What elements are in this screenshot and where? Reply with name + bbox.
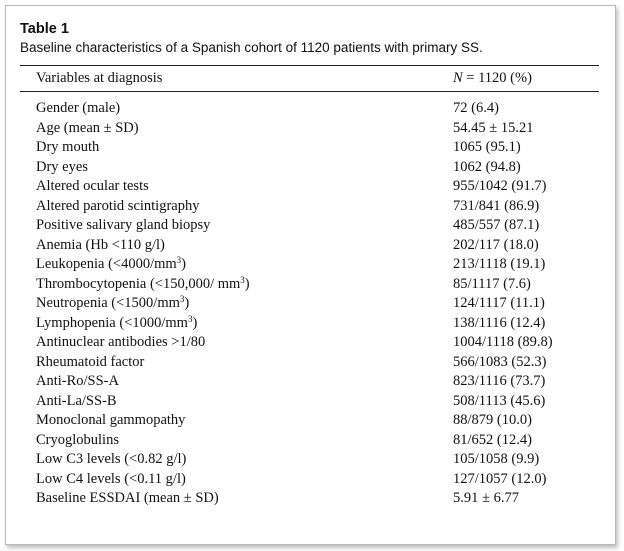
row-variable: Dry eyes [36,158,88,175]
table-frame: Table 1 Baseline characteristics of a Sp… [5,5,616,545]
row-value: 105/1058 (9.9) [453,451,540,467]
row-variable: Altered parotid scintigraphy [36,197,200,214]
table-row: Lymphopenia (<1000/mm3) 138/1116 (12.4) [20,314,599,334]
table-row: Rheumatoid factor 566/1083 (52.3) [20,353,599,373]
row-value: 124/1117 (11.1) [453,295,545,311]
row-variable: Anti-La/SS-B [36,392,117,409]
table-row: Anti-Ro/SS-A 823/1116 (73.7) [20,372,599,392]
table-row: Cryoglobulins 81/652 (12.4) [20,431,599,451]
row-value: 85/1117 (7.6) [453,275,531,292]
row-variable: Anti-Ro/SS-A [36,373,119,389]
row-variable: Altered ocular tests [36,178,149,194]
row-variable: Cryoglobulins [36,431,119,448]
row-value: 88/879 (10.0) [453,412,532,428]
table-row: Low C3 levels (<0.82 g/l) 105/1058 (9.9) [20,450,599,470]
header-rule [20,91,599,92]
header-n-rest: = 1120 (%) [462,70,532,86]
header-n: N = 1120 (%) [453,66,599,91]
table-row: Anti-La/SS-B 508/1113 (45.6) [20,392,599,412]
row-value: 485/557 (87.1) [453,217,540,233]
data-table-body: Gender (male) 72 (6.4) Age (mean ± SD) 54.4… [20,92,599,509]
table-container: Table 1 Baseline characteristics of a Sp… [20,20,599,509]
row-variable: Dry mouth [36,139,100,155]
table-row: Anemia (Hb <110 g/l) 202/117 (18.0) [20,236,599,256]
table-row: Positive salivary gland biopsy 485/557 (8… [20,216,599,236]
table-caption: Baseline characteristics of a Spanish co… [20,40,483,55]
table-row: Dry mouth 1065 (95.1) [20,138,599,158]
table-row: Thrombocytopenia (<150,000/ mm3) 85/1117 … [20,275,599,295]
table-row: Altered parotid scintigraphy 731/841 (86.… [20,197,599,217]
row-variable: Antinuclear antibodies >1/80 [36,334,206,350]
row-variable: Lymphopenia (<1000/mm3) [36,313,198,331]
row-variable: Gender (male) [36,100,121,116]
row-value: 138/1116 (12.4) [453,314,546,331]
row-variable: Neutropenia (<1500/mm3) [36,294,190,312]
row-variable: Leukopenia (<4000/mm3) [36,255,187,273]
row-value: 1004/1118 (89.8) [453,334,553,350]
row-value: 202/117 (18.0) [453,236,539,253]
row-value: 823/1116 (73.7) [453,373,546,389]
row-variable: Anemia (Hb <110 g/l) [36,236,165,253]
table-header-row: Variables at diagnosis N = 1120 (%) [20,66,599,91]
row-value: 5.91 ± 6.77 [453,490,519,506]
row-value: 566/1083 (52.3) [453,353,547,370]
table-label: Table 1 [20,21,69,37]
row-value: 213/1118 (19.1) [453,256,546,272]
table-row: Neutropenia (<1500/mm3) 124/1117 (11.1) [20,294,599,314]
row-value: 955/1042 (91.7) [453,178,547,194]
table-row: Age (mean ± SD) 54.45 ± 15.21 [20,119,599,139]
row-value: 1065 (95.1) [453,139,521,155]
row-variable: Rheumatoid factor [36,353,145,370]
row-value: 731/841 (86.9) [453,197,540,214]
header-n-symbol: N [453,70,463,86]
row-variable: Low C3 levels (<0.82 g/l) [36,451,187,467]
row-variable: Baseline ESSDAI (mean ± SD) [36,490,219,506]
top-rule [20,65,599,66]
row-value: 54.45 ± 15.21 [453,119,534,136]
table-row: Monoclonal gammopathy 88/879 (10.0) [20,411,599,431]
first-gap [20,92,599,99]
header-variable: Variables at diagnosis [36,70,163,86]
row-variable: Monoclonal gammopathy [36,412,186,428]
table-row: Leukopenia (<4000/mm3) 213/1118 (19.1) [20,255,599,275]
row-value: 508/1113 (45.6) [453,392,546,409]
row-value: 72 (6.4) [453,100,499,116]
table-row: Gender (male) 72 (6.4) [20,99,599,119]
row-variable: Age (mean ± SD) [36,119,139,136]
data-table: Variables at diagnosis N = 1120 (%) [20,66,599,91]
row-value: 81/652 (12.4) [453,431,532,448]
table-row: Dry eyes 1062 (94.8) [20,158,599,178]
table-row: Antinuclear antibodies >1/80 1004/1118 (8… [20,333,599,353]
table-row: Altered ocular tests 955/1042 (91.7) [20,177,599,197]
row-variable: Positive salivary gland biopsy [36,217,211,233]
row-variable: Thrombocytopenia (<150,000/ mm3) [36,274,250,292]
row-variable: Low C4 levels (<0.11 g/l) [36,470,186,487]
table-row: Baseline ESSDAI (mean ± SD) 5.91 ± 6.77 [20,489,599,509]
table-row: Low C4 levels (<0.11 g/l) 127/1057 (12.0) [20,470,599,490]
row-value: 127/1057 (12.0) [453,470,547,487]
row-value: 1062 (94.8) [453,158,521,175]
